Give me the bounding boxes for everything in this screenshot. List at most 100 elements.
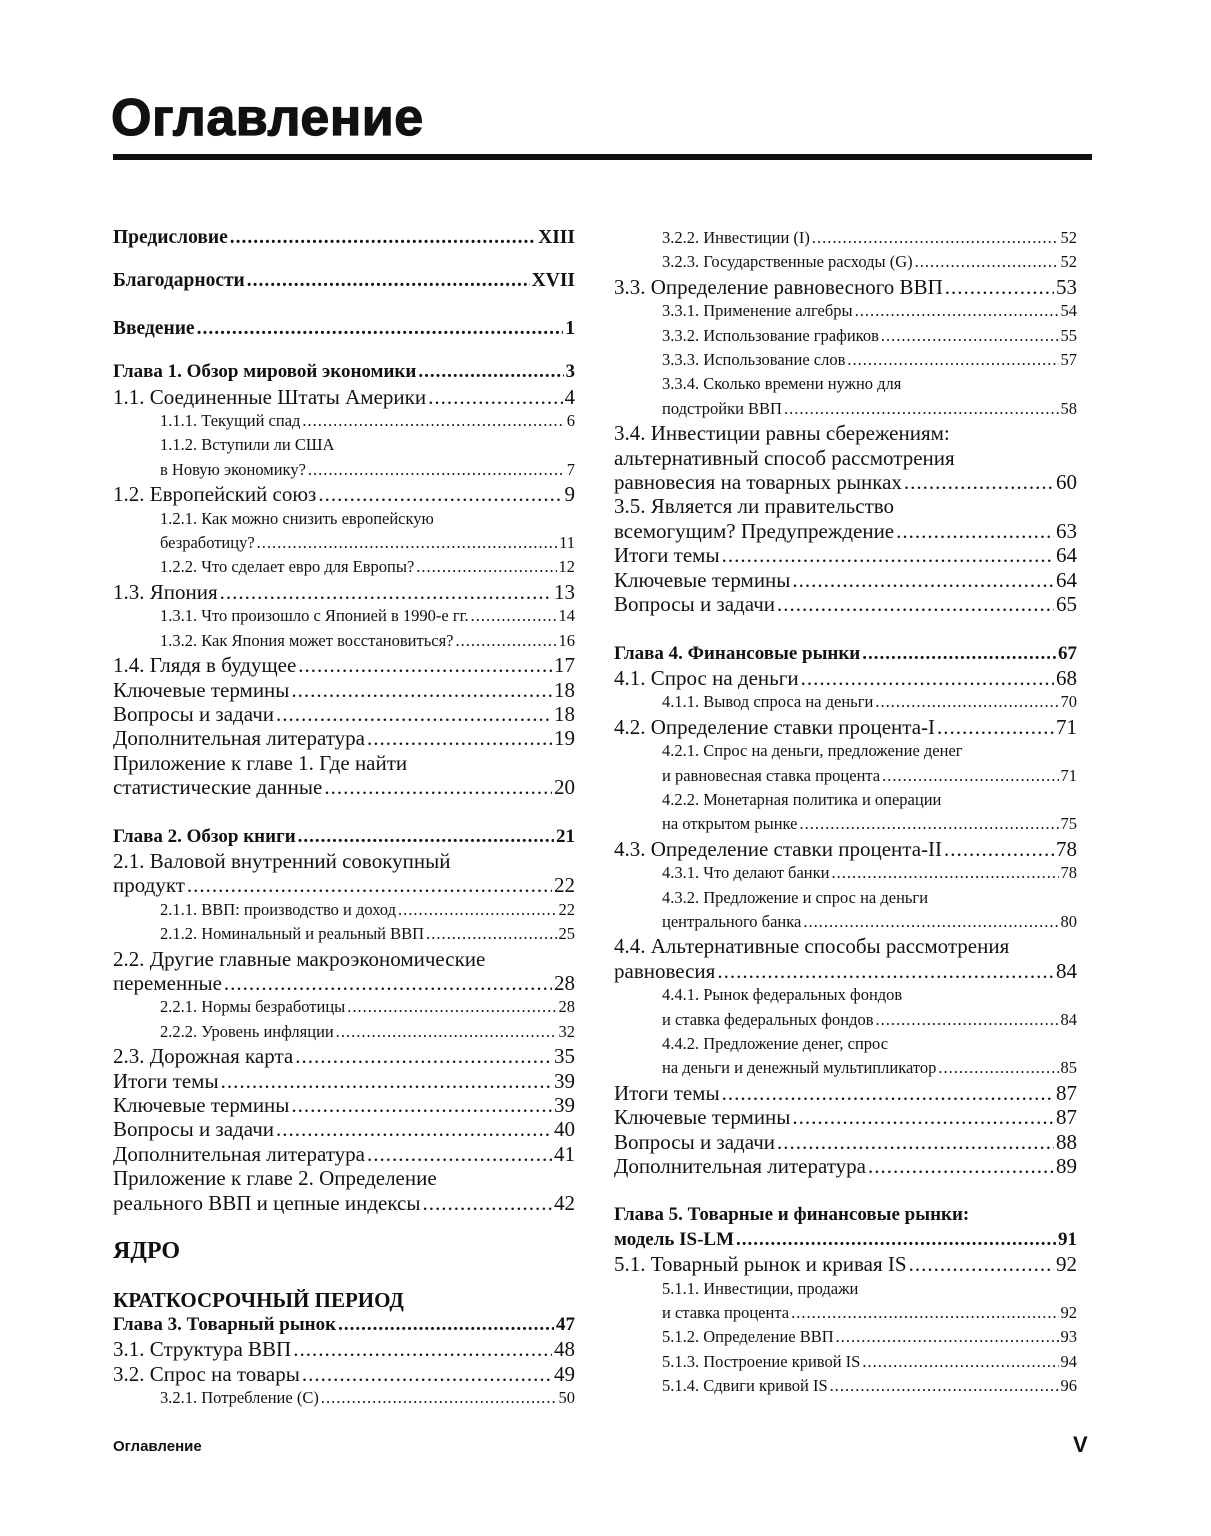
toc-entry-section[interactable]: Вопросы и задачи 88 <box>614 1130 1077 1154</box>
toc-entry-section[interactable]: 1.4. Глядя в будущее 17 <box>113 653 575 677</box>
toc-entry-section[interactable]: 3.1. Структура ВВП 48 <box>113 1337 575 1361</box>
toc-entry-section[interactable]: Ключевые термины 87 <box>614 1105 1077 1129</box>
toc-entry-line: Ключевые термины 87 <box>614 1105 1077 1129</box>
toc-entry-subsection[interactable]: 4.2.1. Спрос на деньги, предложение дене… <box>614 739 1077 788</box>
toc-entry-section[interactable]: 2.2. Другие главные макроэкономические пе… <box>113 947 575 996</box>
toc-entry-title: продукт <box>113 873 185 898</box>
toc-entry-section[interactable]: 1.1. Соединенные Штаты Америки 4 <box>113 385 575 409</box>
toc-entry-section[interactable]: 3.2. Спрос на товары 49 <box>113 1362 575 1386</box>
toc-right-column: 3.2.2. Инвестиции (I)523.2.3. Государств… <box>614 226 1077 1399</box>
toc-entry-section[interactable]: 4.3. Определение ставки процента-II 78 <box>614 837 1077 861</box>
toc-entry-subsection[interactable]: 2.2.1. Нормы безработицы 28 <box>113 995 575 1019</box>
toc-entry-section[interactable]: Ключевые термины 18 <box>113 678 575 702</box>
toc-entry-subsection[interactable]: 4.4.1. Рынок федеральных фондов и ставка … <box>614 983 1077 1032</box>
toc-entry-front[interactable]: Предисловие XIII <box>113 226 575 250</box>
toc-entry-section[interactable]: Итоги темы 39 <box>113 1069 575 1093</box>
toc-entry-section[interactable]: Ключевые термины 39 <box>113 1093 575 1117</box>
toc-entry-section[interactable]: Приложение к главе 1. Где найти статистич… <box>113 751 575 800</box>
toc-entry-subsection[interactable]: 2.2.2. Уровень инфляции 32 <box>113 1020 575 1044</box>
toc-entry-section[interactable]: 2.1. Валовой внутренний совокупный продук… <box>113 849 575 898</box>
toc-entry-section[interactable]: 1.3. Япония 13 <box>113 580 575 604</box>
toc-entry-line: 4.4.1. Рынок федеральных фондов <box>662 983 1077 1007</box>
toc-entry-subsection[interactable]: 5.1.2. Определение ВВП 93 <box>614 1325 1077 1349</box>
toc-entry-section[interactable]: 5.1. Товарный рынок и кривая IS 92 <box>614 1252 1077 1276</box>
toc-entry-period[interactable]: КРАТКОСРОЧНЫЙ ПЕРИОД <box>113 1288 575 1312</box>
toc-entry-subsection[interactable]: 2.1.2. Номинальный и реальный ВВП 25 <box>113 922 575 946</box>
toc-entry-section[interactable]: 3.4. Инвестиции равны сбережениям: альтер… <box>614 421 1077 494</box>
toc-entry-title: Вопросы и задачи <box>614 1129 776 1154</box>
toc-entry-front[interactable]: Введение 1 <box>113 317 575 341</box>
toc-entry-line: Глава 1. Обзор мировой экономики 3 <box>113 360 575 384</box>
toc-entry-section[interactable]: Дополнительная литература 89 <box>614 1154 1077 1178</box>
toc-entry-section[interactable]: Ключевые термины 64 <box>614 568 1077 592</box>
toc-entry-subsection[interactable]: 4.3.1. Что делают банки 78 <box>614 861 1077 885</box>
toc-entry-subsection[interactable]: 1.3.2. Как Япония может восстановиться? 1… <box>113 629 575 653</box>
toc-entry-chapter[interactable]: Глава 2. Обзор книги 21 <box>113 825 575 849</box>
toc-entry-section[interactable]: 1.2. Европейский союз 9 <box>113 482 575 506</box>
dot-leader <box>219 1069 552 1093</box>
toc-entry-section[interactable]: 4.1. Спрос на деньги 68 <box>614 666 1077 690</box>
toc-entry-chapter[interactable]: Глава 1. Обзор мировой экономики 3 <box>113 360 575 384</box>
toc-entry-subsection[interactable]: 3.3.4. Сколько времени нужно для подстрой… <box>614 372 1077 421</box>
toc-entry-subsection[interactable]: 5.1.3. Построение кривой IS 94 <box>614 1350 1077 1374</box>
dot-leader <box>289 678 552 702</box>
dot-leader <box>866 1154 1054 1178</box>
toc-entry-section[interactable]: Дополнительная литература 19 <box>113 726 575 750</box>
dot-leader <box>913 250 1059 274</box>
toc-entry-title: 4.3. Определение ставки процента-II <box>614 836 943 861</box>
toc-entry-subsection[interactable]: 3.2.3. Государственные расходы (G) 52 <box>614 250 1077 274</box>
toc-entry-section[interactable]: 2.3. Дорожная карта 35 <box>113 1044 575 1068</box>
toc-entry-title: 2.3. Дорожная карта <box>113 1044 294 1069</box>
toc-entry-subsection[interactable]: 4.3.2. Предложение и спрос на деньги цент… <box>614 886 1077 935</box>
toc-entry-chapter[interactable]: Глава 5. Товарные и финансовые рынки: мод… <box>614 1203 1077 1252</box>
toc-page-number: 57 <box>1060 350 1078 370</box>
toc-entry-subsection[interactable]: 3.2.1. Потребление (C) 50 <box>113 1386 575 1410</box>
toc-entry-subsection[interactable]: 4.4.2. Предложение денег, спрос на деньги… <box>614 1032 1077 1081</box>
toc-entry-section[interactable]: 4.4. Альтернативные способы рассмотрения… <box>614 934 1077 983</box>
toc-entry-title: ЯДРО <box>113 1238 181 1265</box>
toc-entry-section[interactable]: 4.2. Определение ставки процента-I 71 <box>614 715 1077 739</box>
toc-entry-subsection[interactable]: 1.1.2. Вступили ли США в Новую экономику?… <box>113 433 575 482</box>
toc-entry-subsection[interactable]: 1.2.1. Как можно снизить европейскую безр… <box>113 507 575 556</box>
toc-entry-subsection[interactable]: 4.1.1. Вывод спроса на деньги 70 <box>614 690 1077 714</box>
dot-leader <box>345 995 556 1019</box>
toc-entry-subsection[interactable]: 2.1.1. ВВП: производство и доход 22 <box>113 898 575 922</box>
toc-entry-title: 3.3.3. Использование слов <box>662 350 846 370</box>
toc-entry-section[interactable]: 3.3. Определение равновесного ВВП 53 <box>614 275 1077 299</box>
dot-leader <box>720 1081 1054 1105</box>
toc-entry-chapter[interactable]: Глава 3. Товарный рынок 47 <box>113 1313 575 1337</box>
toc-entry-subsection[interactable]: 5.1.1. Инвестиции, продажи и ставка проце… <box>614 1277 1077 1326</box>
toc-entry-title: Глава 1. Обзор мировой экономики <box>113 361 417 383</box>
toc-entry-subsection[interactable]: 1.2.2. Что сделает евро для Европы? 12 <box>113 555 575 579</box>
toc-entry-subsection[interactable]: 3.2.2. Инвестиции (I) 52 <box>614 226 1077 250</box>
toc-entry-part[interactable]: ЯДРО <box>113 1238 575 1265</box>
toc-entry-section[interactable]: Вопросы и задачи 40 <box>113 1117 575 1141</box>
toc-entry-chapter[interactable]: Глава 4. Финансовые рынки 67 <box>614 642 1077 666</box>
toc-entry-line: модель IS-LM 91 <box>614 1228 1077 1252</box>
toc-entry-title: переменные <box>113 970 222 995</box>
toc-entry-section[interactable]: Итоги темы 64 <box>614 543 1077 567</box>
toc-entry-title: Ключевые термины <box>113 1093 290 1117</box>
toc-entry-line: 5.1.1. Инвестиции, продажи <box>662 1277 1077 1301</box>
toc-entry-subsection[interactable]: 3.3.1. Применение алгебры 54 <box>614 299 1077 323</box>
toc-entry-title: Приложение к главе 2. Определение <box>113 1166 437 1191</box>
toc-entry-line: Глава 3. Товарный рынок 47 <box>113 1313 575 1337</box>
toc-entry-section[interactable]: Итоги темы 87 <box>614 1081 1077 1105</box>
toc-entry-title: 5.1.2. Определение ВВП <box>662 1327 834 1347</box>
toc-entry-section[interactable]: Вопросы и задачи 18 <box>113 702 575 726</box>
toc-entry-subsection[interactable]: 4.2.2. Монетарная политика и операции на … <box>614 788 1077 837</box>
toc-entry-section[interactable]: Приложение к главе 2. Определение реально… <box>113 1166 575 1215</box>
toc-entry-section[interactable]: 3.5. Является ли правительство всемогущим… <box>614 494 1077 543</box>
toc-entry-section[interactable]: Дополнительная литература 41 <box>113 1142 575 1166</box>
dot-leader <box>195 317 564 341</box>
toc-entry-subsection[interactable]: 1.3.1. Что произошло с Японией в 1990-е … <box>113 604 575 628</box>
toc-entry-line: Дополнительная литература 19 <box>113 726 575 750</box>
toc-entry-subsection[interactable]: 3.3.3. Использование слов 57 <box>614 348 1077 372</box>
toc-entry-subsection[interactable]: 5.1.4. Сдвиги кривой IS 96 <box>614 1374 1077 1398</box>
toc-entry-front[interactable]: Благодарности XVII <box>113 269 575 293</box>
toc-entry-section[interactable]: Вопросы и задачи 65 <box>614 592 1077 616</box>
toc-entry-line: 3.2. Спрос на товары 49 <box>113 1362 575 1386</box>
toc-entry-subsection[interactable]: 3.3.2. Использование графиков 55 <box>614 324 1077 348</box>
toc-entry-subsection[interactable]: 1.1.1. Текущий спад 6 <box>113 409 575 433</box>
toc-entry-line: 2.2. Другие главные макроэкономические <box>113 947 575 971</box>
